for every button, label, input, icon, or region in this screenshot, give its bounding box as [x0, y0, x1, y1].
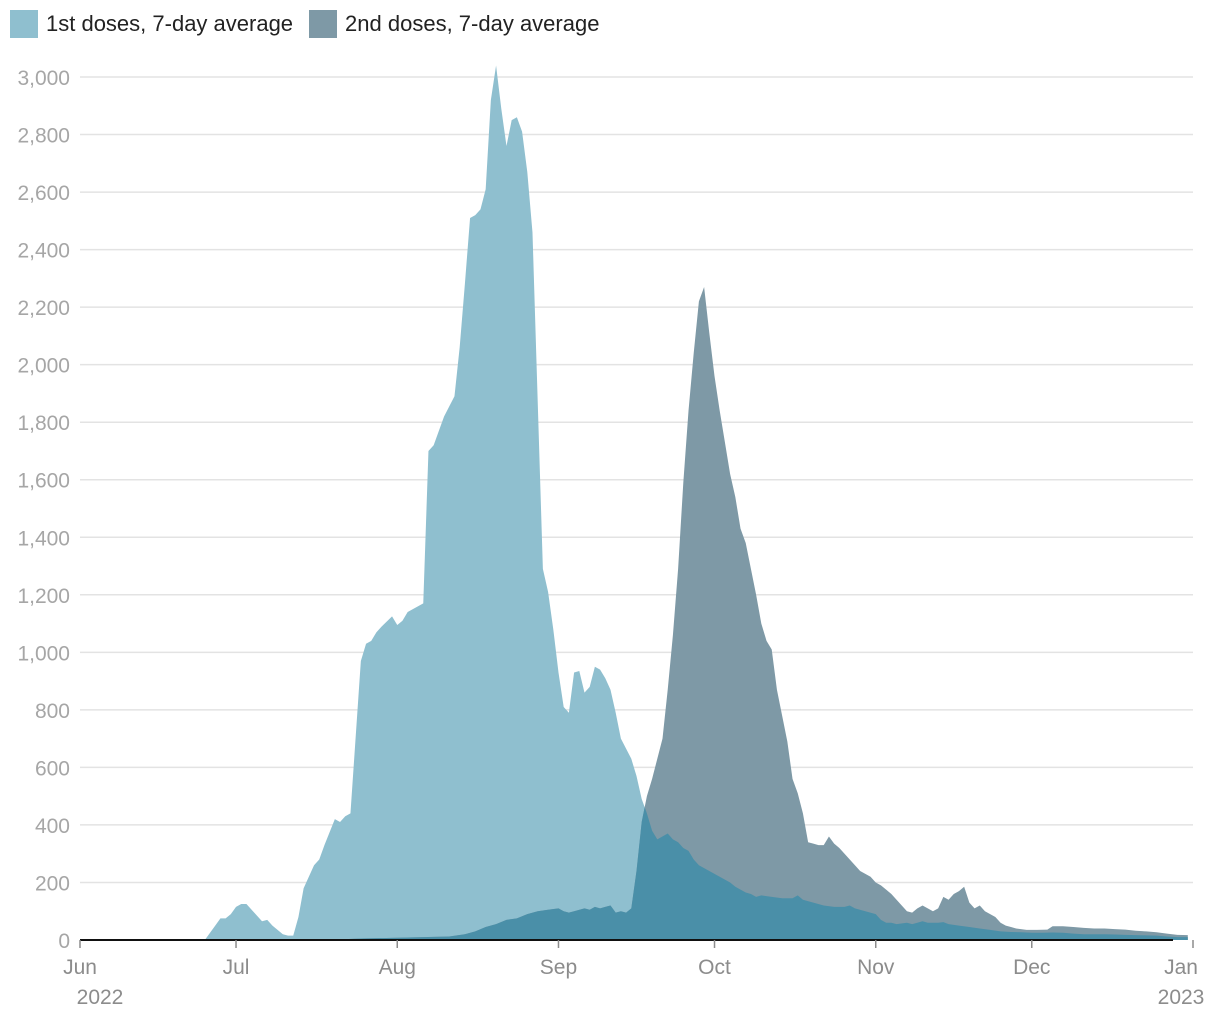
x-tick-year-label: 2023	[1158, 986, 1205, 1009]
y-tick-label: 1,000	[17, 642, 70, 665]
x-tick-label: Jun	[63, 956, 97, 979]
legend-label-second-doses: 2nd doses, 7-day average	[345, 11, 600, 36]
y-tick-label: 0	[58, 930, 70, 953]
y-axis-ticks: 0 200 400 600 800 1,000 1,200 1,400 1,600 1,800 2,…	[17, 67, 70, 953]
y-tick-label: 800	[35, 700, 70, 723]
x-tick-label: Aug	[379, 956, 416, 979]
y-tick-label: 1,600	[17, 470, 70, 493]
x-tick-label: Oct	[698, 956, 731, 979]
legend-label-first-doses: 1st doses, 7-day average	[46, 11, 294, 36]
y-tick-label: 200	[35, 872, 70, 895]
legend-item-second-doses: 2nd doses, 7-day average	[309, 10, 599, 38]
legend-item-first-doses: 1st doses, 7-day average	[10, 10, 293, 38]
legend: 1st doses, 7-day average 2nd doses, 7-da…	[10, 10, 615, 38]
y-tick-label: 2,400	[17, 240, 70, 263]
y-tick-label: 1,200	[17, 585, 70, 608]
legend-swatch-first-doses	[10, 10, 38, 38]
gridlines	[80, 76, 1193, 884]
legend-swatch-second-doses	[309, 10, 338, 38]
y-tick-label: 400	[35, 815, 70, 838]
plot-areas	[80, 65, 1188, 941]
x-tick-label: Dec	[1013, 956, 1050, 979]
area-first-doses	[80, 65, 1188, 941]
y-tick-label: 2,800	[17, 125, 70, 148]
y-tick-label: 2,000	[17, 355, 70, 378]
x-tick-label: Nov	[857, 956, 895, 979]
y-tick-label: 1,800	[17, 412, 70, 435]
y-tick-label: 2,600	[17, 182, 70, 205]
x-axis: Jun 2022 Jul Aug Sep Oct Nov Dec Jan 2023	[63, 939, 1205, 1009]
x-tick-label: Sep	[540, 956, 577, 979]
y-tick-label: 2,200	[17, 297, 70, 320]
x-tick-label: Jan	[1164, 956, 1198, 979]
y-tick-label: 3,000	[17, 67, 70, 90]
x-tick-year-label: 2022	[77, 986, 124, 1009]
x-tick-label: Jul	[223, 956, 250, 979]
y-tick-label: 1,400	[17, 527, 70, 550]
y-tick-label: 600	[35, 757, 70, 780]
